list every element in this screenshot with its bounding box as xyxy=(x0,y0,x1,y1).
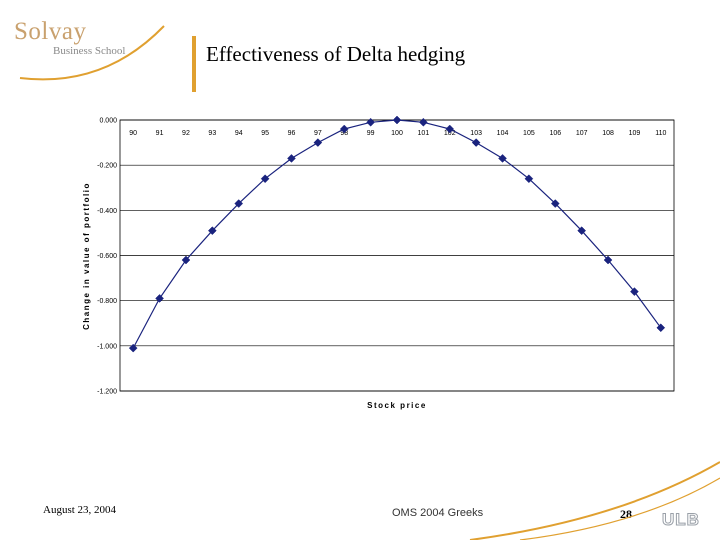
school-logo: Solvay Business School xyxy=(14,18,174,88)
ulb-logo: ULB xyxy=(662,510,700,530)
x-axis-label: Stock price xyxy=(367,401,427,410)
x-tick-label: 102 xyxy=(444,130,456,137)
slide-title: Effectiveness of Delta hedging xyxy=(206,42,466,66)
data-point-marker xyxy=(207,226,217,236)
logo-arc-icon xyxy=(19,25,165,81)
page-number: 28 xyxy=(620,507,632,521)
data-point-marker xyxy=(445,124,455,134)
y-tick-label: -0.200 xyxy=(97,163,117,170)
x-tick-label: 110 xyxy=(655,130,666,137)
footer-course: OMS 2004 Greeks xyxy=(392,507,484,519)
x-tick-label: 105 xyxy=(523,130,535,137)
footer-date: August 23, 2004 xyxy=(43,504,117,516)
x-tick-label: 91 xyxy=(156,130,164,137)
data-point-marker xyxy=(155,294,164,303)
data-point-marker xyxy=(471,138,481,147)
x-tick-label: 96 xyxy=(288,130,296,137)
data-point-marker xyxy=(366,117,375,127)
x-tick-label: 100 xyxy=(391,130,403,137)
x-tick-label: 108 xyxy=(602,130,614,137)
y-tick-label: -1.000 xyxy=(97,343,117,350)
y-tick-label: 0.000 xyxy=(99,118,117,125)
x-tick-label: 94 xyxy=(235,130,243,137)
delta-hedging-chart: 0.000 -0.200 -0.400 -0.600 -0.800 -1.000 -1.20… xyxy=(82,115,675,410)
x-tick-label: 107 xyxy=(576,130,588,137)
data-point-marker xyxy=(260,174,270,184)
logo-word: Solvay xyxy=(14,18,87,45)
x-tick-label: 99 xyxy=(367,130,375,137)
x-tick-label: 92 xyxy=(182,130,190,137)
data-point-marker xyxy=(128,343,138,353)
data-point-marker xyxy=(181,255,191,265)
y-tick-label: -0.600 xyxy=(97,253,117,260)
x-tick-label: 103 xyxy=(470,130,482,137)
data-point-marker xyxy=(550,199,560,208)
data-point-marker xyxy=(498,154,507,163)
data-point-marker xyxy=(419,117,428,127)
data-point-marker xyxy=(392,115,402,125)
x-tick-label: 101 xyxy=(418,130,430,137)
x-tick-label: 95 xyxy=(261,130,269,137)
y-tick-label: -1.200 xyxy=(97,389,117,396)
y-tick-label: -0.400 xyxy=(97,208,117,215)
data-point-marker xyxy=(313,138,323,147)
x-tick-label: 104 xyxy=(497,130,509,137)
x-tick-label: 90 xyxy=(129,130,137,137)
data-point-marker xyxy=(524,174,534,184)
x-tick-label: 106 xyxy=(549,130,561,137)
x-tick-label: 97 xyxy=(314,130,322,137)
data-point-marker xyxy=(287,154,296,163)
x-tick-label: 93 xyxy=(208,130,216,137)
data-point-marker xyxy=(339,124,349,134)
data-point-marker xyxy=(603,255,613,265)
y-axis-label: Change in value of portfolio xyxy=(82,182,91,330)
title-divider xyxy=(192,36,196,92)
data-point-marker xyxy=(577,226,587,236)
data-point-marker xyxy=(234,199,244,208)
x-tick-label: 109 xyxy=(629,130,641,137)
y-tick-label: -0.800 xyxy=(97,298,117,305)
x-tick-label: 98 xyxy=(340,130,348,137)
logo-subtitle: Business School xyxy=(53,45,126,57)
data-point-marker xyxy=(656,323,666,333)
data-point-marker xyxy=(630,287,639,296)
